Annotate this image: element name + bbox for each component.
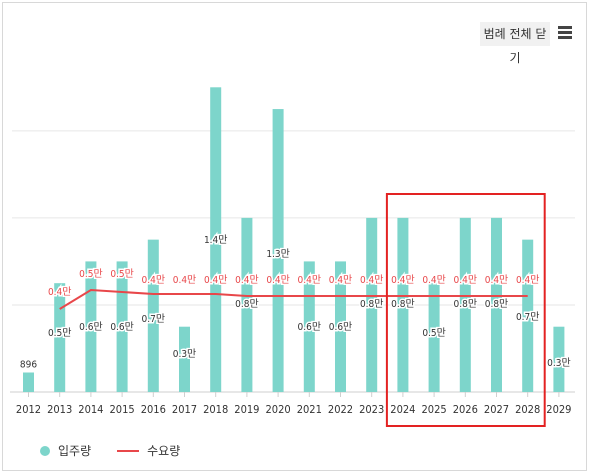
highlight-box xyxy=(385,193,546,427)
x-tick-label: 2022 xyxy=(328,403,353,416)
x-tick-label: 2019 xyxy=(234,403,259,416)
bar-data-label: 0.7만 xyxy=(142,313,166,325)
bar-data-label: 0.6만 xyxy=(329,321,353,333)
bar xyxy=(54,283,66,392)
legend-item-bar[interactable]: 입주량 xyxy=(40,442,91,459)
legend-label-bar: 입주량 xyxy=(58,444,92,458)
bar-data-label: 0.6만 xyxy=(298,321,322,333)
bar xyxy=(147,239,159,392)
line-data-label: 0.4만 xyxy=(235,274,259,286)
bar xyxy=(210,87,222,392)
hamburger-menu-icon[interactable] xyxy=(558,26,572,40)
x-tick-label: 2024 xyxy=(390,403,415,416)
bar xyxy=(459,217,471,392)
bar-data-label: 0.8만 xyxy=(454,298,478,310)
x-tick-label: 2014 xyxy=(78,403,103,416)
x-tick-label: 2027 xyxy=(484,403,509,416)
bar xyxy=(23,372,34,392)
bar xyxy=(85,261,97,392)
bar-data-label: 0.8만 xyxy=(360,298,384,310)
line-data-label: 0.4만 xyxy=(516,274,540,286)
x-tick-label: 2012 xyxy=(16,403,41,416)
x-tick-label: 2029 xyxy=(546,403,571,416)
bar xyxy=(553,326,565,392)
line-data-label: 0.4만 xyxy=(142,274,166,286)
line-data-label: 0.5만 xyxy=(79,268,103,280)
bar-data-label: 0.8만 xyxy=(391,298,415,310)
bar-data-label: 0.6만 xyxy=(79,321,103,333)
x-tick-label: 2020 xyxy=(266,403,291,416)
line-data-label: 0.4만 xyxy=(204,274,228,286)
bar-swatch xyxy=(40,445,50,456)
line-data-label: 0.4만 xyxy=(485,274,509,286)
bar-data-label: 1.3만 xyxy=(266,248,290,260)
bar xyxy=(428,283,440,392)
bar-data-label: 0.5만 xyxy=(422,327,446,339)
x-tick-label: 2018 xyxy=(203,403,228,416)
bar-data-label: 0.6만 xyxy=(110,321,134,333)
demand-line xyxy=(59,288,528,310)
line-data-label: 0.4만 xyxy=(391,274,415,286)
bar xyxy=(491,217,502,392)
legend-toggle-button[interactable]: 범례 전체 닫기 xyxy=(480,22,550,65)
legend-item-line[interactable]: 수요량 xyxy=(117,442,180,459)
bar-data-label: 896 xyxy=(20,359,37,370)
bar-data-label: 1.4만 xyxy=(204,234,228,246)
bar-data-label: 0.8만 xyxy=(485,298,509,310)
x-tick-label: 2026 xyxy=(453,403,478,416)
x-tick-label: 2013 xyxy=(47,403,72,416)
x-tick-label: 2016 xyxy=(141,403,166,416)
bar-data-label: 0.8만 xyxy=(235,298,259,310)
line-data-label: 0.4만 xyxy=(360,274,384,286)
bar xyxy=(397,217,409,392)
line-data-label: 0.4만 xyxy=(266,274,290,286)
chart-frame xyxy=(2,2,587,471)
bar xyxy=(116,261,128,392)
bar xyxy=(335,261,346,392)
bar-data-label: 0.3만 xyxy=(173,348,197,360)
bar xyxy=(241,217,253,392)
bar-data-label: 0.3만 xyxy=(547,357,571,369)
x-tick-label: 2023 xyxy=(359,403,384,416)
bar xyxy=(303,261,315,392)
line-data-label: 0.4만 xyxy=(298,274,322,286)
bar-data-label: 0.5만 xyxy=(48,327,72,339)
line-data-label: 0.4만 xyxy=(422,274,446,286)
line-data-label: 0.4만 xyxy=(454,274,478,286)
line-swatch xyxy=(117,449,140,452)
bar-data-label: 0.7만 xyxy=(516,311,540,323)
x-tick-label: 2017 xyxy=(172,403,197,416)
line-data-label: 0.5만 xyxy=(110,268,134,280)
bar xyxy=(179,326,190,392)
line-data-label: 0.4만 xyxy=(329,274,353,286)
bar xyxy=(522,239,534,392)
x-tick-label: 2028 xyxy=(515,403,540,416)
chart-legend: 입주량 수요량 xyxy=(40,442,206,459)
x-tick-label: 2015 xyxy=(110,403,135,416)
line-data-label: 0.4만 xyxy=(173,274,197,286)
x-tick-label: 2021 xyxy=(297,403,322,416)
legend-label-line: 수요량 xyxy=(147,444,181,458)
bar xyxy=(366,217,378,392)
line-data-label: 0.4만 xyxy=(48,286,72,298)
x-tick-label: 2025 xyxy=(422,403,447,416)
bar xyxy=(272,109,284,392)
